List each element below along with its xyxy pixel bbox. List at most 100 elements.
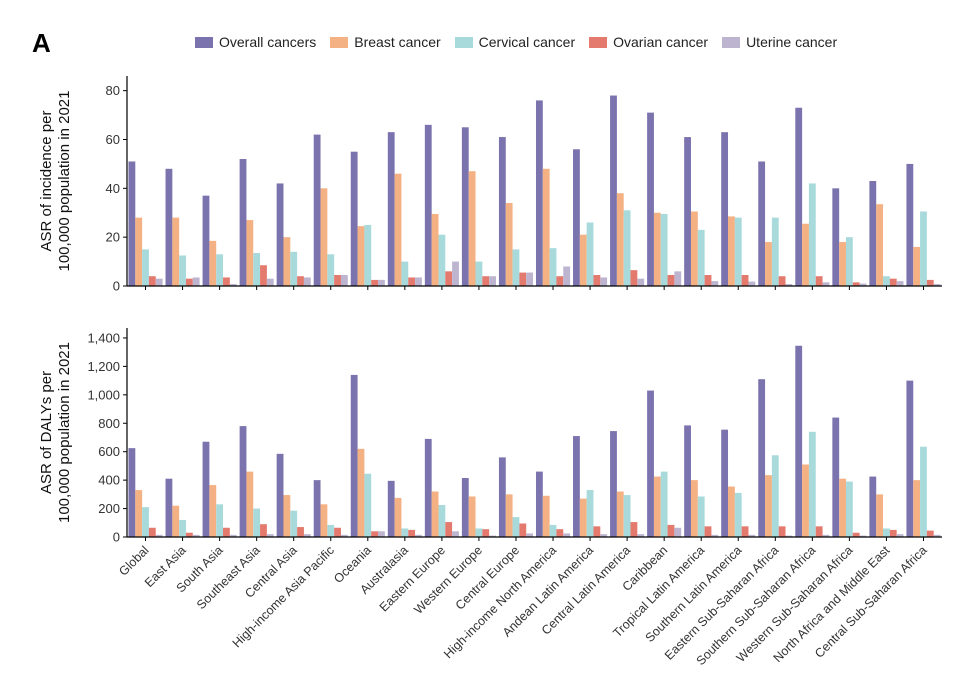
- bar: [647, 390, 654, 537]
- bar: [526, 533, 534, 537]
- bar: [765, 475, 772, 537]
- bar: [148, 527, 156, 537]
- bar: [266, 534, 274, 537]
- bar: [172, 505, 180, 537]
- legend-item: Overall cancers: [195, 34, 316, 50]
- bar: [859, 535, 867, 537]
- bar: [563, 533, 571, 537]
- bar: [808, 431, 816, 537]
- bar: [623, 210, 631, 286]
- bar: [209, 240, 217, 286]
- y-tick-label: 80: [106, 83, 120, 98]
- bar: [778, 526, 786, 537]
- y-tick-label: 400: [98, 473, 120, 488]
- bar: [142, 249, 149, 286]
- x-tick-label: Central Europe: [453, 543, 522, 612]
- bar: [704, 275, 712, 286]
- bar: [653, 476, 661, 537]
- bar: [431, 491, 439, 537]
- bar: [357, 448, 365, 537]
- bar: [155, 278, 163, 286]
- bar: [859, 283, 867, 286]
- bar: [674, 527, 682, 537]
- bar: [334, 527, 341, 537]
- bar: [913, 480, 921, 537]
- bar: [758, 379, 766, 537]
- bar: [795, 345, 803, 537]
- bar: [229, 284, 237, 286]
- bar: [741, 526, 749, 537]
- bar: [239, 426, 247, 537]
- chart-panel-2: 0 200 400 600 800 1,000 1,200 1,400 ASR of DALYs…: [38, 328, 942, 668]
- y-tick-label: 600: [98, 444, 120, 459]
- bar: [815, 276, 823, 286]
- bar: [468, 171, 476, 286]
- bar: [876, 494, 884, 537]
- bar: [845, 237, 853, 286]
- bar: [340, 534, 348, 537]
- bar: [684, 425, 691, 537]
- bar: [357, 226, 365, 286]
- bar: [209, 485, 217, 537]
- bar: [489, 535, 496, 537]
- bar: [350, 151, 358, 286]
- x-tick-label: Western Europe: [411, 543, 485, 617]
- bar: [802, 223, 809, 286]
- bar: [438, 505, 446, 537]
- bar: [155, 534, 163, 537]
- y-tick-label: 40: [106, 181, 120, 196]
- bar: [542, 168, 550, 286]
- bar: [498, 457, 506, 537]
- bar: [387, 480, 395, 537]
- bar: [920, 446, 927, 537]
- legend-swatch: [722, 36, 741, 48]
- bar: [600, 277, 608, 286]
- bar: [600, 534, 608, 537]
- bar: [808, 183, 816, 286]
- bar: [179, 519, 186, 537]
- bar: [674, 271, 682, 286]
- bar: [192, 534, 200, 537]
- bar: [475, 528, 483, 537]
- bar: [445, 271, 453, 286]
- bar: [845, 481, 853, 537]
- bar: [704, 526, 712, 537]
- legend-label: Overall cancers: [219, 34, 317, 50]
- bar: [260, 524, 267, 537]
- bar: [771, 455, 779, 537]
- bar: [832, 417, 840, 537]
- bar: [721, 429, 729, 537]
- bar: [623, 495, 631, 537]
- bar: [223, 277, 230, 286]
- bar: [526, 272, 534, 286]
- bar: [889, 529, 897, 537]
- bar: [852, 532, 860, 537]
- bar: [697, 229, 705, 286]
- bar: [721, 132, 729, 286]
- bar: [876, 204, 884, 286]
- legend-item: Ovarian cancer: [589, 34, 708, 50]
- legend-swatch: [589, 36, 608, 48]
- bar: [832, 188, 840, 286]
- legend-label: Breast cancer: [354, 34, 441, 50]
- bar: [616, 193, 624, 286]
- chart-panel-1: 0 20 40 60 80 ASR of incidence per100,000 pop…: [38, 76, 942, 294]
- bar: [320, 188, 328, 286]
- bar: [785, 535, 793, 537]
- bar: [253, 253, 261, 286]
- legend-swatch: [330, 36, 349, 48]
- bar: [276, 183, 284, 286]
- bar: [684, 137, 691, 286]
- bar: [505, 494, 513, 537]
- x-tick-label: Global: [116, 543, 151, 578]
- y-axis-label: ASR of DALYs per100,000 population in 20…: [38, 342, 73, 523]
- bar: [728, 486, 735, 537]
- bar: [771, 217, 779, 286]
- bar: [573, 149, 580, 286]
- bar: [519, 523, 527, 537]
- bar: [461, 478, 469, 537]
- bar: [728, 216, 735, 286]
- bar: [229, 534, 237, 537]
- bar: [290, 251, 298, 286]
